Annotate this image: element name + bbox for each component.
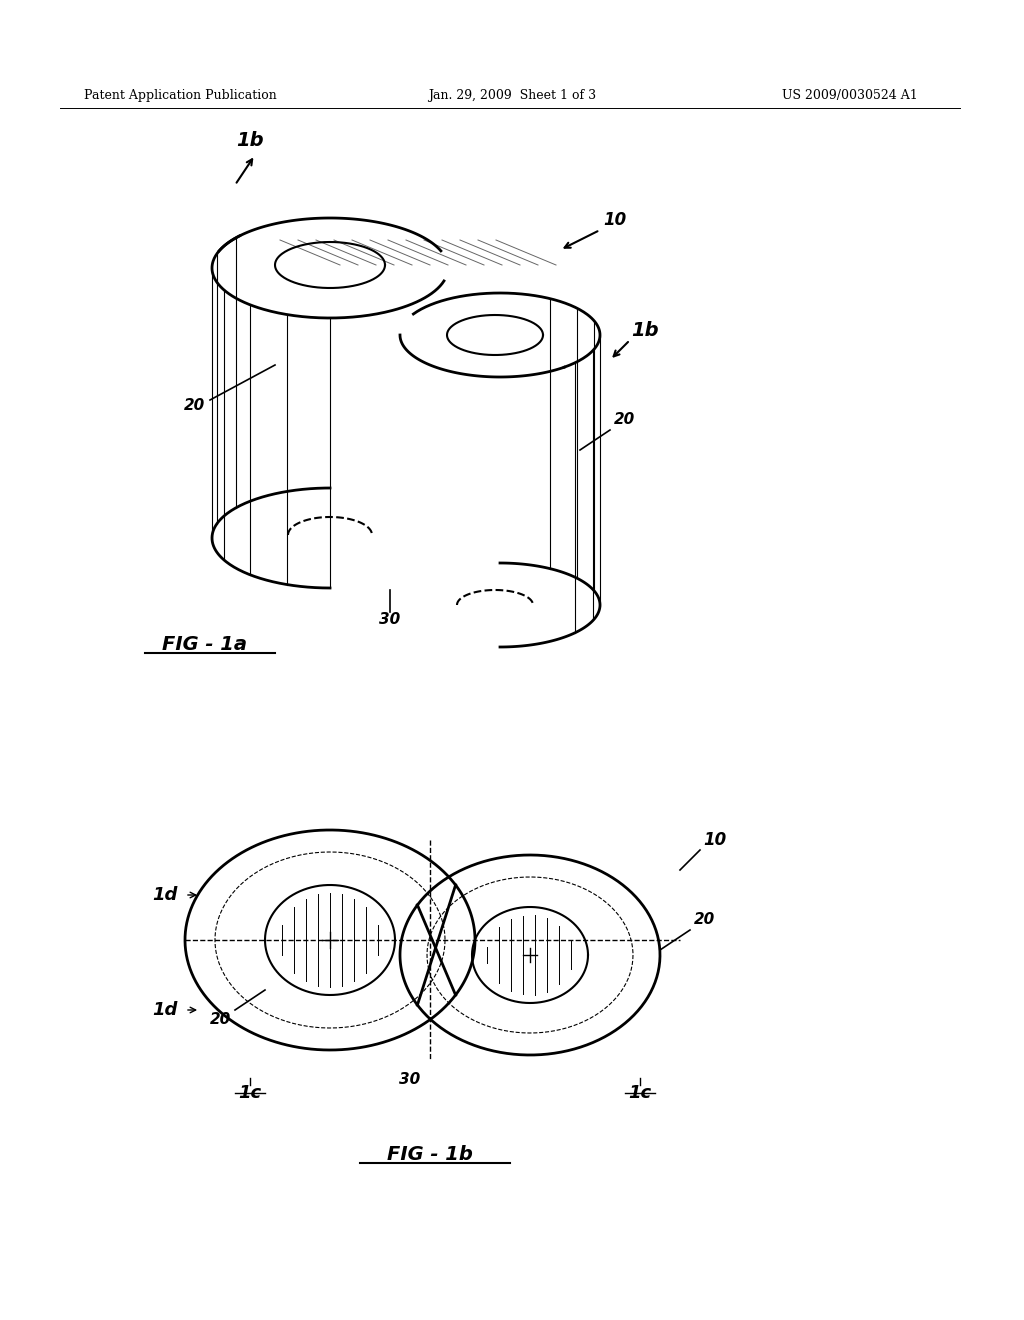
- Text: US 2009/0030524 A1: US 2009/0030524 A1: [782, 88, 918, 102]
- Text: 30: 30: [399, 1072, 421, 1088]
- Text: 10: 10: [603, 211, 627, 228]
- Text: 1c: 1c: [239, 1084, 261, 1102]
- Text: 20: 20: [614, 412, 636, 428]
- Text: Jan. 29, 2009  Sheet 1 of 3: Jan. 29, 2009 Sheet 1 of 3: [428, 88, 596, 102]
- Text: 10: 10: [703, 832, 727, 849]
- Text: FIG - 1a: FIG - 1a: [163, 635, 248, 655]
- Text: 1b: 1b: [631, 321, 658, 339]
- Text: 1d: 1d: [153, 886, 178, 904]
- Text: Patent Application Publication: Patent Application Publication: [84, 88, 276, 102]
- Text: 1b: 1b: [237, 131, 264, 149]
- Text: 30: 30: [379, 612, 400, 627]
- Text: FIG - 1b: FIG - 1b: [387, 1146, 473, 1164]
- Text: 20: 20: [694, 912, 716, 928]
- Text: 1d: 1d: [153, 1001, 178, 1019]
- Text: 20: 20: [209, 1012, 230, 1027]
- Text: 1c: 1c: [629, 1084, 651, 1102]
- Text: 20: 20: [184, 397, 206, 412]
